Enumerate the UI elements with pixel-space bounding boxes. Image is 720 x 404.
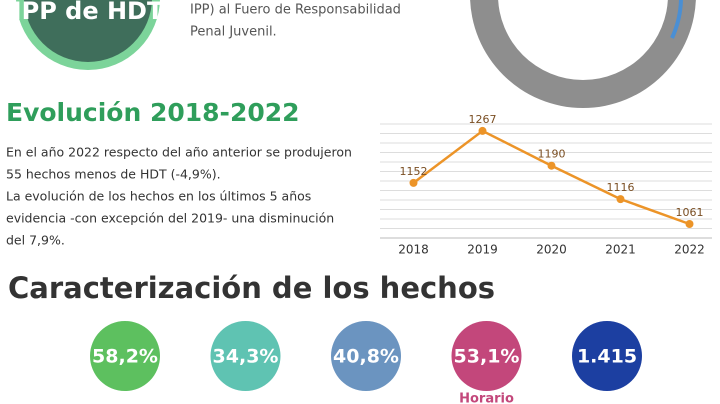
paragraph-line: evidencia -con excepción del 2019- una d… (6, 211, 334, 226)
data-label: 1190 (538, 148, 566, 161)
stat-value: 53,1% (454, 346, 520, 368)
data-label: 1116 (607, 181, 635, 194)
paragraph-line: En el año 2022 respecto del año anterior… (6, 145, 352, 160)
stat-value: 40,8% (333, 346, 399, 368)
paragraph-line: 55 hechos menos de HDT (-4,9%). (6, 167, 221, 182)
marker (616, 195, 625, 204)
header-line: IPP) al Fuero de Responsabilidad (190, 3, 401, 18)
data-label: 1267 (469, 113, 497, 126)
marker (547, 161, 556, 170)
stat-value: 34,3% (213, 346, 279, 368)
x-tick-label: 2022 (674, 243, 705, 257)
marker (685, 219, 694, 228)
gauge (470, 0, 696, 108)
header-line: Penal Juvenil. (190, 25, 277, 40)
x-tick-label: 2019 (467, 243, 498, 257)
gauge-indicator (670, 0, 683, 39)
line (412, 129, 690, 226)
stat-circle (451, 321, 522, 391)
section-title: Evolución 2018-2022 (6, 98, 300, 127)
paragraph-line: La evolución de los hechos en los último… (6, 189, 311, 204)
stat-circle (331, 321, 401, 391)
stat-circle (210, 321, 281, 391)
stat-circle (90, 321, 160, 391)
stat-value: 1.415 (577, 346, 637, 368)
badge-text: IPP de HDT (13, 0, 164, 25)
stat-value: 58,2% (92, 346, 158, 368)
section-title: Caracterización de los hechos (8, 271, 495, 305)
stat-circle (572, 321, 642, 391)
stat-label: Horario (459, 392, 514, 404)
data-label: 1061 (676, 206, 704, 219)
marker (478, 126, 487, 135)
x-tick-label: 2020 (536, 243, 567, 257)
x-tick-label: 2018 (398, 243, 429, 257)
x-tick-label: 2021 (605, 243, 636, 257)
badge (24, 0, 152, 62)
paragraph-line: del 7,9%. (6, 233, 65, 248)
data-label: 1152 (400, 165, 428, 178)
marker (409, 178, 418, 187)
